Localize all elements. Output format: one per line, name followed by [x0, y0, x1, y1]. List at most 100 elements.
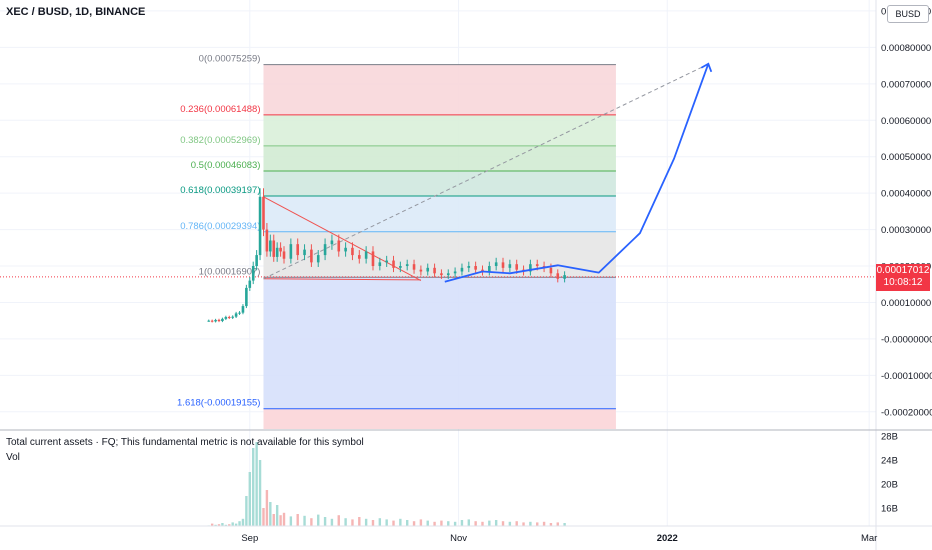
fib-level-label: 0.382(0.00052969)	[180, 135, 260, 146]
candle-body	[460, 267, 464, 272]
candle-body	[378, 262, 382, 267]
candle-body	[488, 266, 491, 272]
candle-body	[467, 266, 471, 268]
volume-bar	[412, 521, 416, 526]
candle-body	[385, 260, 388, 263]
volume-bar	[392, 520, 395, 526]
volume-bar	[323, 517, 327, 526]
candle-body	[221, 318, 224, 322]
y-tick-label: -0.00020000	[881, 407, 932, 418]
candle-body	[248, 280, 252, 288]
volume-bar	[549, 523, 553, 526]
y-tick-label: 0.00050000	[881, 152, 931, 163]
volume-bar	[536, 522, 539, 526]
candle-body	[227, 317, 231, 319]
volume-bar	[224, 524, 228, 526]
candle-body	[556, 273, 560, 279]
candle-body	[282, 251, 286, 259]
volume-bar	[217, 524, 221, 526]
candle-body	[330, 240, 334, 245]
volume-bar	[508, 521, 512, 526]
x-tick-label: Mar	[861, 533, 877, 544]
symbol-header[interactable]: XEC / BUSD, 1D, BINANCE	[6, 6, 146, 18]
volume-bar	[296, 514, 299, 526]
candle-body	[251, 266, 255, 281]
fib-band	[263, 277, 616, 409]
projection-path[interactable]	[444, 62, 713, 283]
volume-bar	[252, 448, 255, 526]
volume-bar	[279, 515, 282, 526]
currency-button[interactable]: BUSD	[887, 5, 929, 23]
candle-body	[289, 244, 293, 259]
candle-body	[296, 244, 300, 256]
candle-body	[412, 264, 416, 270]
candle-body	[217, 319, 221, 322]
fib-band	[263, 170, 616, 197]
volume-bar	[317, 514, 320, 526]
volume-bar	[231, 522, 234, 526]
candle-body	[265, 229, 269, 252]
candle-body	[392, 260, 395, 268]
fib-band	[263, 114, 616, 146]
y-tick-label: -0.00010000	[881, 371, 932, 382]
projection-polyline	[444, 63, 710, 283]
candle-body	[371, 251, 375, 267]
volume-bar	[241, 518, 245, 526]
volume-bar	[460, 520, 464, 526]
fib-band	[263, 231, 616, 278]
candle-body	[515, 264, 519, 270]
x-tick-label: 2022	[657, 533, 678, 544]
volume-bar	[265, 490, 269, 526]
fib-band	[263, 64, 616, 115]
y-tick-label: 0.00040000	[881, 189, 931, 200]
volume-tick-label: 28B	[881, 432, 898, 443]
candle-body	[207, 320, 211, 322]
candle-body	[234, 313, 238, 317]
volume-bar	[262, 508, 265, 526]
volume-bar	[385, 519, 388, 526]
price-candles	[207, 188, 566, 323]
candle-body	[549, 267, 553, 274]
fib-level-label: 1.618(-0.00019155)	[177, 398, 260, 409]
candle-body	[224, 317, 228, 319]
candle-body	[351, 247, 354, 256]
volume-bar	[282, 512, 286, 526]
volume-bar	[371, 520, 375, 526]
current-price-tag: 0.00017012 10:08:12	[876, 264, 930, 291]
volume-bar	[344, 518, 347, 526]
candle-body	[210, 320, 214, 322]
fib-retracement[interactable]: 0(0.00075259) 0.236(0.00061488) 0.382(0.00…	[177, 54, 616, 429]
candle-body	[364, 251, 368, 259]
y-tick-label: 0.00030000	[881, 225, 931, 236]
candle-body	[563, 275, 566, 279]
candle-body	[310, 249, 313, 263]
volume-bar	[303, 515, 306, 526]
volume-indicator-label[interactable]: Vol	[6, 452, 20, 463]
fib-level-label: 0.618(0.00039197)	[180, 185, 260, 196]
volume-bar	[214, 524, 217, 526]
candle-body	[426, 267, 430, 272]
volume-bar	[330, 518, 334, 526]
fib-band	[263, 145, 616, 171]
volume-bars	[207, 442, 566, 526]
fib-band	[263, 408, 616, 429]
fib-level-label: 0.5(0.00046083)	[191, 160, 261, 171]
candle-body	[258, 196, 262, 256]
candle-body	[474, 266, 477, 270]
volume-bar	[221, 523, 224, 526]
fib-level-label: 0.786(0.00029394)	[180, 221, 260, 232]
volume-bar	[494, 520, 498, 526]
volume-bar	[426, 520, 429, 526]
volume-bar	[234, 523, 238, 526]
volume-tick-label: 24B	[881, 456, 898, 467]
volume-bar	[515, 521, 518, 526]
volume-bar	[351, 519, 354, 526]
candle-body	[269, 240, 272, 252]
y-tick-label: 0.00060000	[881, 116, 931, 127]
candle-body	[241, 306, 245, 313]
current-price-value: 0.00017012	[876, 265, 930, 276]
candle-body	[529, 264, 532, 272]
volume-bar	[364, 518, 368, 526]
fundamental-indicator-label[interactable]: Total current assets · FQ; This fundamen…	[6, 437, 364, 448]
